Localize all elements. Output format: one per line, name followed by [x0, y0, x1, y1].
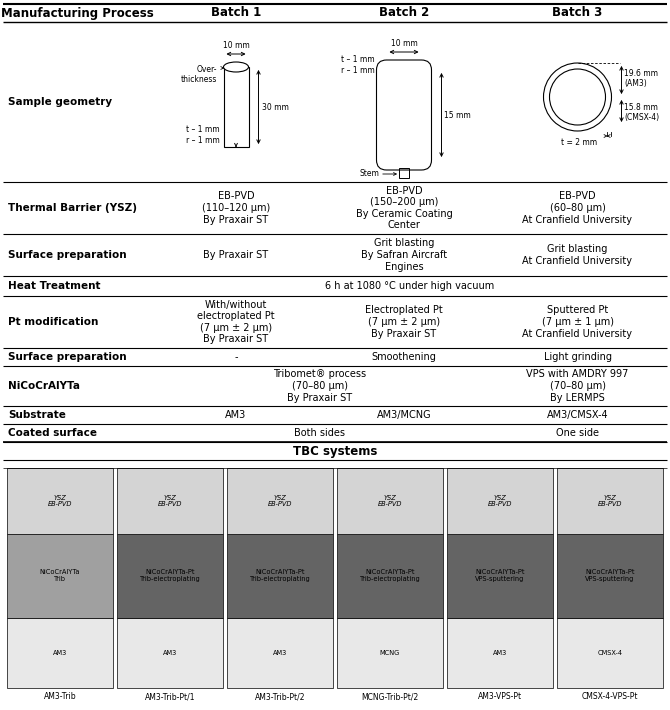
Text: NiCoCrAlYTa-Pt
VPS-sputtering: NiCoCrAlYTa-Pt VPS-sputtering	[475, 569, 525, 582]
Text: AM3/CMSX-4: AM3/CMSX-4	[547, 410, 608, 420]
Text: Batch 3: Batch 3	[552, 6, 602, 19]
Text: NiCoCrAlYTa-Pt
VPS-sputtering: NiCoCrAlYTa-Pt VPS-sputtering	[586, 569, 634, 582]
Text: YSZ
EB-PVD: YSZ EB-PVD	[598, 494, 622, 508]
Text: Batch 2: Batch 2	[379, 6, 429, 19]
Text: Surface preparation: Surface preparation	[8, 250, 127, 260]
Bar	[557, 618, 663, 688]
Bar	[337, 468, 443, 534]
Text: Heat Treatment: Heat Treatment	[8, 281, 100, 291]
Text: Manufacturing Process: Manufacturing Process	[1, 6, 154, 19]
Text: MCNG: MCNG	[380, 650, 400, 656]
Text: t = 2 mm: t = 2 mm	[561, 138, 598, 147]
Text: Grit blasting
At Cranfield University: Grit blasting At Cranfield University	[523, 244, 632, 266]
Text: Smoothening: Smoothening	[372, 352, 436, 362]
Bar	[447, 618, 553, 688]
Text: CMSX-4: CMSX-4	[598, 650, 622, 656]
Text: YSZ
EB-PVD: YSZ EB-PVD	[268, 494, 292, 508]
Text: Both sides: Both sides	[295, 428, 346, 438]
Text: AM3: AM3	[493, 650, 507, 656]
Text: AM3: AM3	[163, 650, 177, 656]
Bar	[447, 468, 553, 534]
Text: By Praxair ST: By Praxair ST	[204, 250, 269, 260]
Text: NiCoCrAlYTa
Trib: NiCoCrAlYTa Trib	[40, 569, 80, 582]
Text: EB-PVD
(60–80 μm)
At Cranfield University: EB-PVD (60–80 μm) At Cranfield Universit…	[523, 192, 632, 224]
Bar	[7, 618, 113, 688]
Text: 6 h at 1080 °C under high vacuum: 6 h at 1080 °C under high vacuum	[325, 281, 494, 291]
Ellipse shape	[224, 62, 249, 72]
Text: AM3: AM3	[53, 650, 67, 656]
Text: TBC systems: TBC systems	[293, 444, 377, 457]
Bar	[117, 534, 223, 618]
Text: EB-PVD
(110–120 μm)
By Praxair ST: EB-PVD (110–120 μm) By Praxair ST	[202, 192, 270, 224]
Text: YSZ
EB-PVD: YSZ EB-PVD	[378, 494, 402, 508]
Bar	[227, 468, 333, 534]
Text: EB-PVD
(150–200 μm)
By Ceramic Coating
Center: EB-PVD (150–200 μm) By Ceramic Coating C…	[356, 185, 452, 231]
Text: Batch 1: Batch 1	[211, 6, 261, 19]
Text: Coated surface: Coated surface	[8, 428, 97, 438]
Text: Grit blasting
By Safran Aircraft
Engines: Grit blasting By Safran Aircraft Engines	[361, 239, 447, 272]
Text: One side: One side	[556, 428, 599, 438]
Text: With/without
electroplated Pt
(7 μm ± 2 μm)
By Praxair ST: With/without electroplated Pt (7 μm ± 2 …	[197, 300, 275, 344]
Text: AM3: AM3	[273, 650, 287, 656]
Text: NiCoCrAlYTa: NiCoCrAlYTa	[8, 381, 80, 391]
Text: Sputtered Pt
(7 μm ± 1 μm)
At Cranfield University: Sputtered Pt (7 μm ± 1 μm) At Cranfield …	[523, 305, 632, 339]
Bar	[447, 534, 553, 618]
Bar	[557, 468, 663, 534]
Text: AM3-Trib-Pt/2: AM3-Trib-Pt/2	[255, 692, 306, 701]
Text: t – 1 mm
r – 1 mm: t – 1 mm r – 1 mm	[341, 55, 375, 75]
Bar	[117, 618, 223, 688]
Bar	[224, 67, 249, 147]
Text: Pt modification: Pt modification	[8, 317, 98, 327]
Bar	[227, 534, 333, 618]
Text: 15 mm: 15 mm	[444, 111, 471, 119]
Text: Electroplated Pt
(7 μm ± 2 μm)
By Praxair ST: Electroplated Pt (7 μm ± 2 μm) By Praxai…	[365, 305, 443, 339]
Bar	[557, 534, 663, 618]
Text: NiCoCrAlYTa-Pt
Trib-electroplating: NiCoCrAlYTa-Pt Trib-electroplating	[139, 569, 200, 582]
Text: t – 1 mm
r – 1 mm: t – 1 mm r – 1 mm	[186, 125, 220, 145]
Text: Thermal Barrier (YSZ): Thermal Barrier (YSZ)	[8, 203, 137, 213]
Text: Surface preparation: Surface preparation	[8, 352, 127, 362]
Bar	[7, 534, 113, 618]
Text: Tribomet® process
(70–80 μm)
By Praxair ST: Tribomet® process (70–80 μm) By Praxair …	[273, 369, 366, 403]
Text: AM3-VPS-Pt: AM3-VPS-Pt	[478, 692, 522, 701]
Text: YSZ
EB-PVD: YSZ EB-PVD	[488, 494, 513, 508]
Text: YSZ
EB-PVD: YSZ EB-PVD	[48, 494, 72, 508]
Text: Sample geometry: Sample geometry	[8, 97, 112, 107]
Text: AM3-Trib: AM3-Trib	[44, 692, 76, 701]
Text: Over-
thickness: Over- thickness	[181, 65, 218, 84]
Text: NiCoCrAlYTa-Pt
Trib-electroplating: NiCoCrAlYTa-Pt Trib-electroplating	[250, 569, 310, 582]
Bar	[337, 534, 443, 618]
Text: Stem: Stem	[359, 170, 379, 178]
Text: -: -	[234, 352, 238, 362]
Bar	[399, 168, 409, 178]
Text: AM3-Trib-Pt/1: AM3-Trib-Pt/1	[145, 692, 195, 701]
Bar	[337, 618, 443, 688]
Text: NiCoCrAlYTa-Pt
Trib-electroplating: NiCoCrAlYTa-Pt Trib-electroplating	[360, 569, 420, 582]
Text: 10 mm: 10 mm	[222, 41, 249, 50]
Text: 19.6 mm
(AM3): 19.6 mm (AM3)	[624, 69, 659, 88]
Text: AM3: AM3	[225, 410, 247, 420]
Bar	[7, 468, 113, 534]
Text: Substrate: Substrate	[8, 410, 66, 420]
Text: 10 mm: 10 mm	[391, 39, 417, 48]
Text: VPS with AMDRY 997
(70–80 μm)
By LERMPS: VPS with AMDRY 997 (70–80 μm) By LERMPS	[527, 369, 628, 403]
Text: YSZ
EB-PVD: YSZ EB-PVD	[157, 494, 182, 508]
Text: 15.8 mm
(CMSX-4): 15.8 mm (CMSX-4)	[624, 103, 660, 122]
Bar	[117, 468, 223, 534]
Text: MCNG-Trib-Pt/2: MCNG-Trib-Pt/2	[361, 692, 419, 701]
Bar	[227, 618, 333, 688]
Text: 30 mm: 30 mm	[261, 102, 288, 111]
Text: CMSX-4-VPS-Pt: CMSX-4-VPS-Pt	[582, 692, 639, 701]
Text: AM3/MCNG: AM3/MCNG	[377, 410, 431, 420]
Text: Light grinding: Light grinding	[543, 352, 612, 362]
